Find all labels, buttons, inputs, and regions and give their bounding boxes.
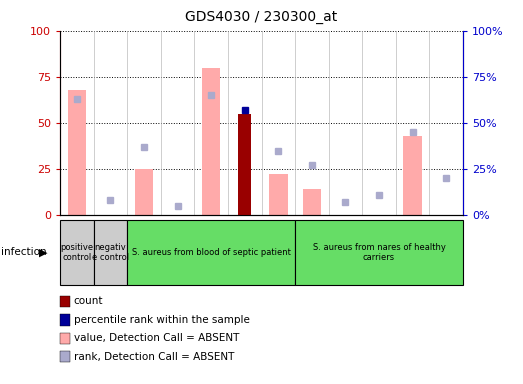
Text: count: count bbox=[74, 296, 103, 306]
Text: positive
control: positive control bbox=[60, 243, 94, 262]
Bar bbox=[295, 220, 463, 285]
Bar bbox=[303, 189, 321, 215]
Text: infection: infection bbox=[1, 247, 47, 258]
Text: ▶: ▶ bbox=[39, 247, 47, 258]
Bar bbox=[94, 220, 127, 285]
Text: S. aureus from blood of septic patient: S. aureus from blood of septic patient bbox=[132, 248, 291, 257]
Text: S. aureus from nares of healthy
carriers: S. aureus from nares of healthy carriers bbox=[313, 243, 446, 262]
Bar bbox=[202, 68, 220, 215]
Text: value, Detection Call = ABSENT: value, Detection Call = ABSENT bbox=[74, 333, 239, 343]
Bar bbox=[60, 220, 94, 285]
Bar bbox=[135, 169, 153, 215]
Bar bbox=[269, 174, 288, 215]
Bar bbox=[238, 114, 251, 215]
Bar bbox=[403, 136, 422, 215]
Bar bbox=[127, 220, 295, 285]
Text: percentile rank within the sample: percentile rank within the sample bbox=[74, 315, 249, 325]
Bar bbox=[67, 90, 86, 215]
Text: negativ
e control: negativ e control bbox=[92, 243, 129, 262]
Text: GDS4030 / 230300_at: GDS4030 / 230300_at bbox=[185, 10, 338, 23]
Text: rank, Detection Call = ABSENT: rank, Detection Call = ABSENT bbox=[74, 352, 234, 362]
